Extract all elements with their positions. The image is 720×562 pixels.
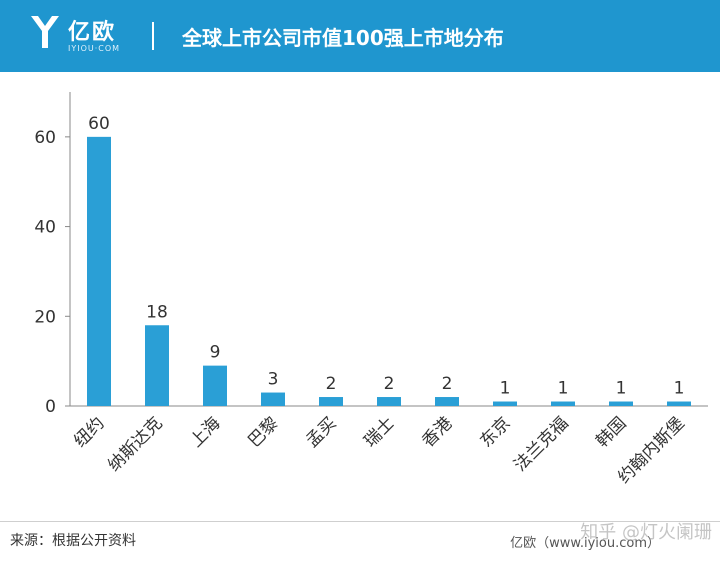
- watermark: 知乎 @灯火阑珊: [580, 522, 712, 543]
- bar: [87, 136, 111, 406]
- y-tick-label: 0: [45, 397, 56, 417]
- x-tick-label: 法兰克福: [510, 413, 572, 475]
- header-divider: [152, 22, 154, 50]
- x-tick-label: 东京: [476, 413, 514, 451]
- x-tick-label: 上海: [186, 413, 224, 451]
- logo-text: 亿欧: [68, 20, 117, 45]
- data-label: 1: [616, 379, 627, 399]
- bar: [377, 397, 401, 406]
- chart-title: 全球上市公司市值100强上市地分布: [182, 26, 504, 50]
- source-note: 来源：根据公开资料: [10, 533, 136, 549]
- x-tick-label: 孟买: [302, 413, 340, 451]
- logo-subtext: IYIOU·COM: [68, 44, 121, 53]
- bar: [551, 401, 575, 406]
- bar: [261, 392, 285, 406]
- data-label: 2: [442, 374, 453, 394]
- bar: [609, 401, 633, 406]
- x-tick-label: 纽约: [70, 413, 108, 451]
- bar: [203, 365, 227, 406]
- bar: [493, 401, 517, 406]
- bar: [145, 325, 169, 406]
- data-label: 2: [384, 374, 395, 394]
- x-tick-label: 巴黎: [244, 413, 282, 451]
- header-banner: 亿欧 IYIOU·COM 全球上市公司市值100强上市地分布: [0, 0, 720, 72]
- logo: 亿欧 IYIOU·COM: [28, 10, 138, 62]
- y-tick-label: 60: [34, 128, 56, 148]
- bar: [667, 401, 691, 406]
- footer-divider: [0, 521, 720, 522]
- x-tick-label: 纳斯达克: [104, 413, 166, 475]
- data-label: 1: [500, 379, 511, 399]
- y-tick-label: 40: [34, 218, 56, 238]
- data-label: 3: [268, 370, 279, 390]
- data-label: 1: [558, 379, 569, 399]
- data-label: 9: [210, 343, 221, 363]
- bar-chart: 0 20 40 60 60 纽约 18 纳斯达克 9 上海 3 巴黎 2 孟买 2 瑞士 2 香港 1 东京 1 法兰克福…: [34, 92, 708, 488]
- bar: [319, 397, 343, 406]
- x-tick-label: 香港: [418, 413, 456, 451]
- bar: [435, 397, 459, 406]
- data-label: 60: [88, 114, 110, 134]
- data-label: 18: [146, 302, 168, 322]
- site-credit: 亿欧（www.iyiou.com）: [510, 536, 660, 551]
- data-label: 1: [674, 379, 685, 399]
- data-label: 2: [326, 374, 337, 394]
- y-tick-label: 20: [34, 307, 56, 327]
- x-tick-label: 瑞士: [360, 413, 398, 451]
- x-tick-label: 韩国: [592, 413, 630, 451]
- logo-icon: [31, 16, 59, 48]
